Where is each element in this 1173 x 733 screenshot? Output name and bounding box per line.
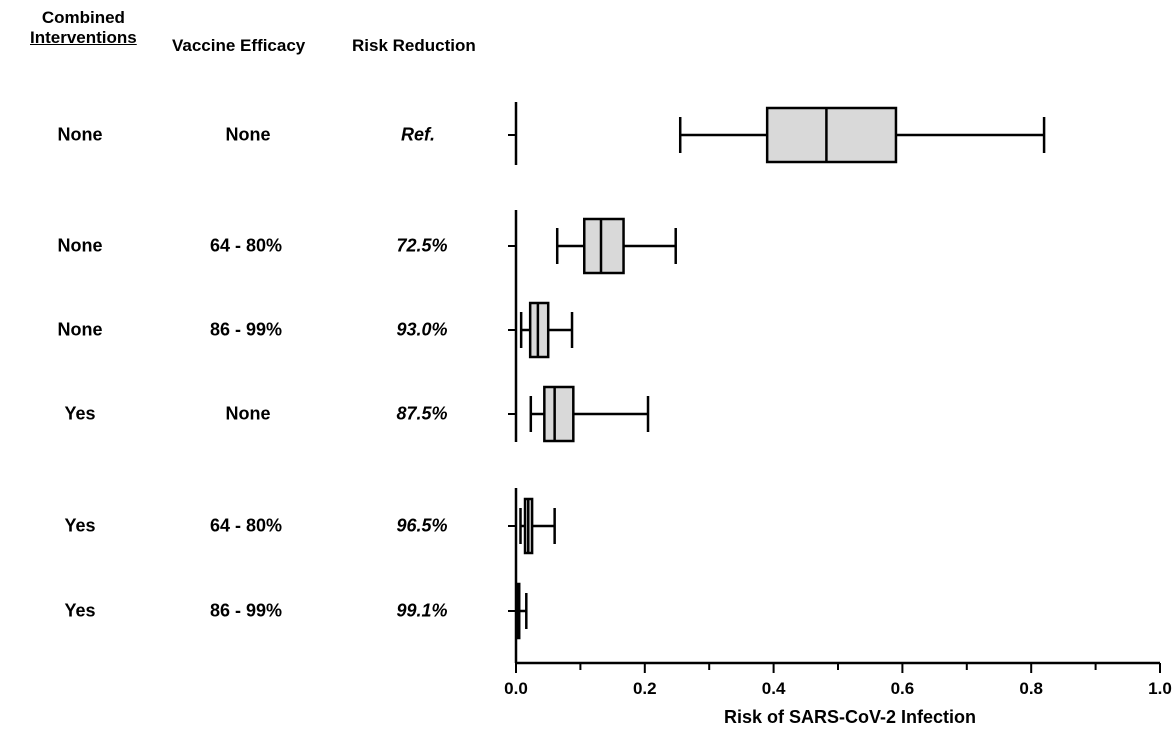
x-tick-label-1: 0.2 [633, 679, 657, 698]
header-combined: Combined Interventions [30, 8, 137, 48]
x-tick-label-4: 0.8 [1019, 679, 1043, 698]
x-axis-title: Risk of SARS-CoV-2 Infection [724, 707, 976, 727]
row5-combined: Yes [64, 600, 96, 621]
x-tick-label-0: 0.0 [504, 679, 528, 698]
row3-vaccine: None [225, 403, 271, 424]
row1-combined: None [57, 235, 103, 256]
header-combined-line2: Interventions [30, 28, 137, 47]
row2-vaccine: 86 - 99% [209, 319, 283, 340]
row0-combined: None [57, 124, 103, 145]
header-vaccine-efficacy: Vaccine Efficacy [172, 36, 306, 55]
box-1 [583, 217, 625, 275]
row1-vaccine: 64 - 80% [209, 235, 283, 256]
row4-combined: Yes [64, 515, 96, 536]
row2-risk: 93.0% [396, 319, 448, 340]
box-0 [765, 106, 898, 164]
row5-risk: 99.1% [396, 600, 448, 621]
box-3 [543, 385, 575, 443]
box-2 [528, 301, 550, 359]
row3-combined: Yes [64, 403, 96, 424]
x-tick-label-3: 0.6 [891, 679, 915, 698]
header-risk-reduction: Risk Reduction [352, 36, 476, 55]
row1-risk: 72.5% [396, 235, 448, 256]
header-combined-line1: Combined [41, 8, 125, 27]
x-tick-label-2: 0.4 [762, 679, 786, 698]
row0-risk: Ref. [400, 124, 436, 145]
x-tick-label-5: 1.0 [1148, 679, 1172, 698]
row4-vaccine: 64 - 80% [209, 515, 283, 536]
row4-risk: 96.5% [396, 515, 448, 536]
row2-combined: None [57, 319, 103, 340]
row3-risk: 87.5% [396, 403, 448, 424]
row5-vaccine: 86 - 99% [209, 600, 283, 621]
row0-vaccine: None [225, 124, 271, 145]
